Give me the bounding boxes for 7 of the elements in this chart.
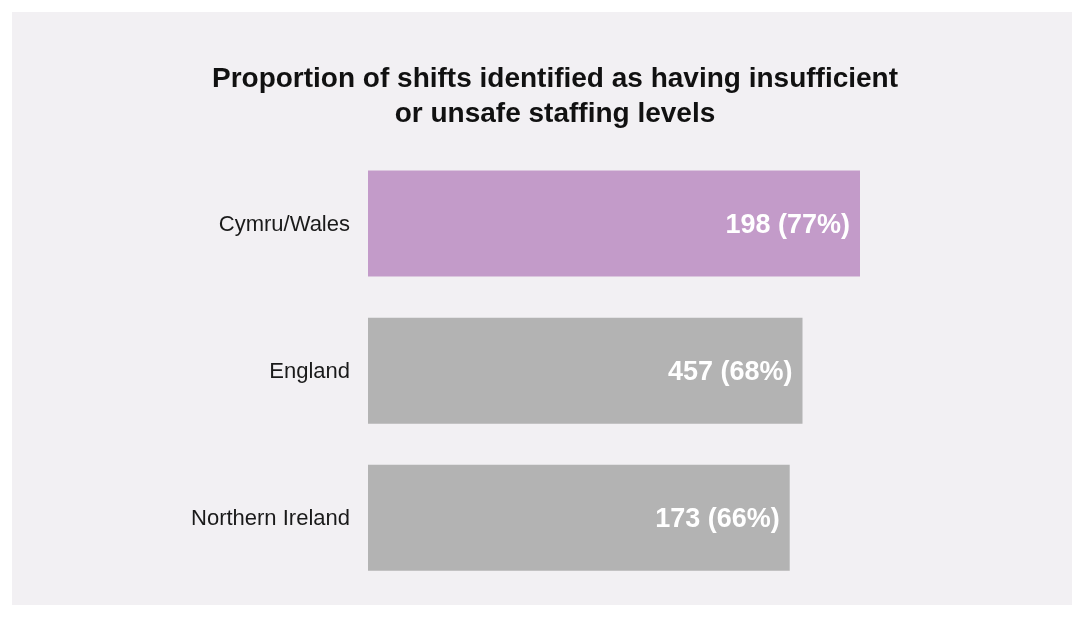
chart-title: Proportion of shifts identified as having insufficient or unsafe staffing levels — [211, 61, 899, 130]
y-tick-label: England — [269, 358, 350, 384]
data-label: 198 (77%) — [725, 209, 850, 240]
data-label: 457 (68%) — [667, 356, 793, 387]
data-label: 173 (66%) — [655, 503, 780, 534]
y-tick-label: Cymru/Wales — [218, 210, 350, 236]
y-tick-label: Northern Ireland — [191, 505, 350, 531]
